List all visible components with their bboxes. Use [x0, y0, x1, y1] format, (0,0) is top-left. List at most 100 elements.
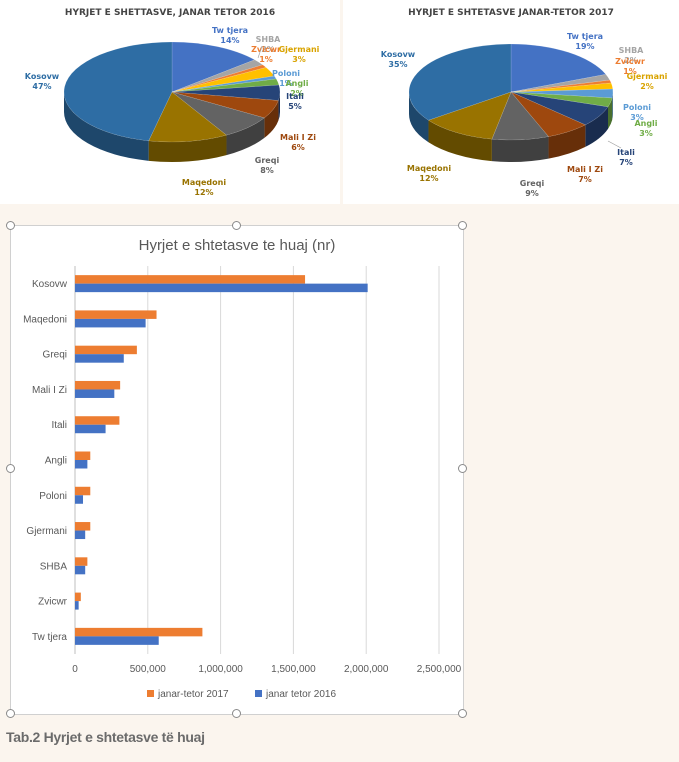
pie-1-label-pct: 7% [619, 158, 633, 167]
pie-slice-angli[interactable] [510, 91, 613, 108]
pie-1-label-name: Maqedoni [407, 164, 451, 173]
pie-1-side-7 [548, 124, 586, 159]
pie-slice-poloni[interactable] [510, 88, 614, 99]
bar-x-tick-label: 0 [72, 664, 78, 675]
legend-label: janar-tetor 2017 [157, 689, 229, 700]
bar-y-tick-label: Zvicwr [38, 597, 68, 608]
pie-2016-title: HYRJET E SHETTASVE, JANAR TETOR 2016 [64, 8, 276, 18]
pie-slice-tw-tjera[interactable] [171, 41, 256, 93]
bar-itali-2016[interactable] [75, 424, 106, 434]
bar-legend: janar-tetor 2017 janar tetor 2016 [147, 689, 336, 700]
pie-0-side-7 [264, 100, 279, 138]
pie-slice-tw-tjera[interactable] [510, 43, 607, 93]
resize-handle-middle-left[interactable] [6, 464, 15, 473]
bar-x-tick-label: 2,500,000 [417, 664, 462, 675]
pie-0-leader-line [257, 45, 263, 59]
pie-slice-zvicwr[interactable] [171, 64, 267, 93]
pie-1-side-8 [491, 136, 549, 163]
bar-chart-frame[interactable]: Hyrjet e shtetasve te huaj (nr) 0 500,000… [10, 225, 464, 715]
pie-slice-greqi[interactable] [491, 91, 550, 141]
pie-slice-kosovw[interactable] [63, 41, 173, 142]
bar-zvicwr-2017[interactable] [75, 592, 81, 602]
bar-poloni-2016[interactable] [75, 495, 84, 504]
pie-0-label-pct: 5% [288, 102, 302, 111]
resize-handle-middle-right[interactable] [458, 464, 467, 473]
pie-slice-greqi[interactable] [171, 91, 265, 136]
pie-chart-2017: HYRJET E SHTETASVE JANAR-TETOR 2017 Tw t… [343, 0, 679, 204]
bar-tw-tjera-2017[interactable] [75, 627, 203, 637]
pie-slice-poloni[interactable] [171, 75, 277, 93]
bar-gjermani-2017[interactable] [75, 522, 91, 531]
bar-itali-2017[interactable] [75, 416, 120, 425]
bar-y-tick-label: Tw tjera [32, 632, 67, 643]
pie-0-label-name: Poloni [272, 69, 300, 78]
pie-1-side-9 [428, 120, 492, 162]
pie-1-label-pct: 2% [624, 56, 638, 65]
bar-y-tick-label: SHBA [40, 561, 68, 572]
bar-y-tick-label: Mali I Zi [32, 385, 67, 396]
bar-greqi-2016[interactable] [75, 354, 124, 363]
pie-slice-gjermani[interactable] [510, 82, 614, 93]
bar-shba-2017[interactable] [75, 557, 88, 566]
pie-0-side-8 [226, 117, 265, 156]
bar-y-tick-label: Itali [51, 420, 67, 431]
resize-handle-bottom-right[interactable] [458, 709, 467, 718]
bar-chart-svg: 0 500,000 1,000,000 1,500,000 2,000,000 2,500… [23, 266, 462, 700]
pie-slice-gjermani[interactable] [171, 67, 275, 93]
pie-1-label-name: Tw tjera [567, 32, 603, 41]
pie-1-label-pct: 2% [640, 82, 654, 91]
bar-poloni-2017[interactable] [75, 486, 91, 496]
pie-1-label-pct: 3% [630, 113, 644, 122]
bar-mali-i-zi-2017[interactable] [75, 380, 121, 390]
pie-slice-maqedoni[interactable] [148, 91, 228, 143]
resize-handle-top-center[interactable] [232, 221, 241, 230]
pie-0-label-name: Tw tjera [212, 26, 248, 35]
bar-angli-2017[interactable] [75, 451, 91, 461]
pie-1-label-name: Angli [634, 119, 657, 128]
pie-1-label-pct: 19% [575, 42, 594, 51]
pie-1-side-4 [612, 92, 613, 121]
pie-0-label-pct: 14% [220, 36, 239, 45]
bar-angli-2016[interactable] [75, 460, 88, 469]
pie-1-label-pct: 3% [639, 129, 653, 138]
pie-1-label-pct: 7% [578, 175, 592, 184]
pie-slice-shba[interactable] [171, 59, 264, 93]
pie-1-label-pct: 9% [525, 189, 539, 198]
pie-1-leader-line [607, 140, 622, 149]
bar-greqi-2017[interactable] [75, 345, 137, 355]
bar-zvicwr-2016[interactable] [75, 601, 79, 610]
pie-1-label-name: Itali [617, 148, 635, 157]
resize-handle-top-right[interactable] [458, 221, 467, 230]
pie-slice-itali[interactable] [510, 91, 609, 126]
pie-0-label-name: Maqedoni [182, 178, 226, 187]
pie-0-label-pct: 1% [279, 79, 293, 88]
pie-slice-angli[interactable] [171, 78, 280, 93]
pie-1-label-pct: 35% [388, 60, 407, 69]
bar-maqedoni-2016[interactable] [75, 318, 146, 328]
pie-slice-kosovw[interactable] [408, 43, 512, 121]
pie-0-label-pct: 1% [259, 55, 273, 64]
bar-kosovw-2016[interactable] [75, 283, 368, 293]
bar-shba-2016[interactable] [75, 565, 86, 575]
pie-0-sides [64, 92, 280, 162]
pie-slice-mali-i-zi[interactable] [171, 91, 279, 119]
pie-slice-maqedoni[interactable] [427, 91, 512, 140]
bar-y-tick-label: Poloni [39, 491, 67, 502]
bar-tw-tjera-2016[interactable] [75, 636, 159, 645]
pie-0-label-pct: 3% [292, 55, 306, 64]
bar-kosovw-2017[interactable] [75, 275, 306, 284]
resize-handle-bottom-center[interactable] [232, 709, 241, 718]
resize-handle-bottom-left[interactable] [6, 709, 15, 718]
pie-1-slices [408, 43, 614, 141]
pie-slice-zvicwr[interactable] [510, 79, 612, 93]
bar-gjermani-2016[interactable] [75, 530, 86, 540]
pie-1-label-name: Gjermani [627, 72, 668, 81]
pie-slice-mali-i-zi[interactable] [510, 91, 586, 137]
bar-mali-i-zi-2016[interactable] [75, 389, 115, 398]
pie-slice-itali[interactable] [171, 84, 281, 101]
pie-0-label-name: Gjermani [279, 45, 320, 54]
bar-maqedoni-2017[interactable] [75, 310, 157, 319]
pie-slice-shba[interactable] [510, 74, 611, 93]
resize-handle-top-left[interactable] [6, 221, 15, 230]
